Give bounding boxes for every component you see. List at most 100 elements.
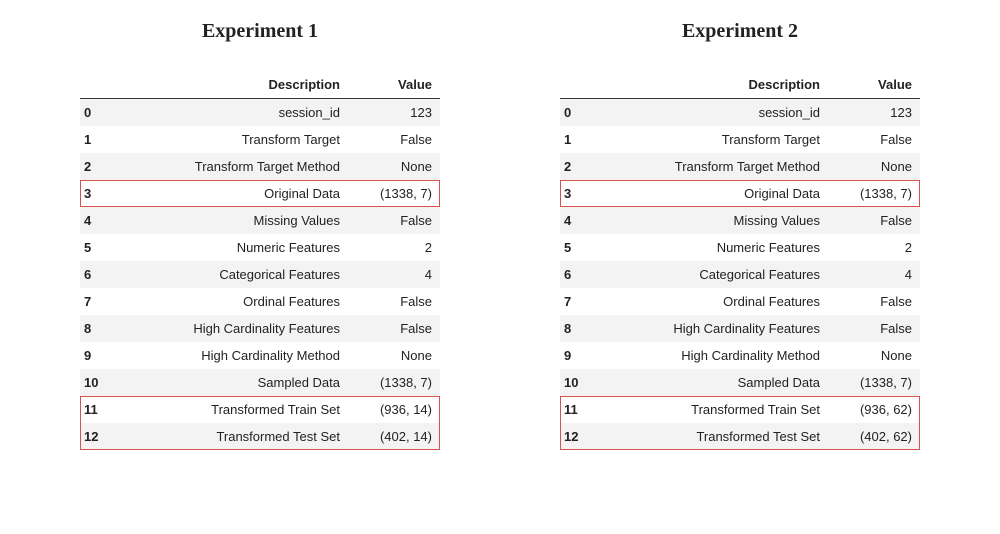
col-description: Description <box>608 71 828 99</box>
row-value: None <box>828 153 920 180</box>
table-row: 8High Cardinality FeaturesFalse <box>560 315 920 342</box>
row-index: 6 <box>80 261 128 288</box>
row-index: 3 <box>560 180 608 207</box>
row-description: Original Data <box>608 180 828 207</box>
row-index: 11 <box>560 396 608 423</box>
row-value: False <box>348 315 440 342</box>
row-value: None <box>348 153 440 180</box>
row-description: Original Data <box>128 180 348 207</box>
table-row: 3Original Data(1338, 7) <box>560 180 920 207</box>
experiment-2: Experiment 2 Description Value 0session_… <box>560 20 920 450</box>
row-index: 11 <box>80 396 128 423</box>
table-row: 1Transform TargetFalse <box>560 126 920 153</box>
table-row: 5Numeric Features2 <box>80 234 440 261</box>
row-description: Transform Target <box>608 126 828 153</box>
table-row: 9High Cardinality MethodNone <box>560 342 920 369</box>
row-value: 4 <box>828 261 920 288</box>
row-description: Numeric Features <box>128 234 348 261</box>
row-index: 1 <box>560 126 608 153</box>
table-row: 3Original Data(1338, 7) <box>80 180 440 207</box>
row-index: 7 <box>560 288 608 315</box>
row-description: Transform Target Method <box>608 153 828 180</box>
table-header-row: Description Value <box>560 71 920 99</box>
row-index: 5 <box>560 234 608 261</box>
col-value: Value <box>348 71 440 99</box>
experiment-1: Experiment 1 Description Value 0session_… <box>80 20 440 450</box>
row-description: Missing Values <box>128 207 348 234</box>
row-value: None <box>828 342 920 369</box>
row-index: 0 <box>560 99 608 127</box>
row-index: 9 <box>80 342 128 369</box>
row-index: 2 <box>80 153 128 180</box>
row-index: 2 <box>560 153 608 180</box>
table-row: 1Transform TargetFalse <box>80 126 440 153</box>
row-value: None <box>348 342 440 369</box>
col-index <box>80 71 128 99</box>
row-value: False <box>828 207 920 234</box>
experiment-2-table: Description Value 0session_id1231Transfo… <box>560 71 920 450</box>
col-description: Description <box>128 71 348 99</box>
row-value: 4 <box>348 261 440 288</box>
experiment-1-table: Description Value 0session_id1231Transfo… <box>80 71 440 450</box>
row-description: Numeric Features <box>608 234 828 261</box>
row-value: False <box>348 126 440 153</box>
experiment-2-table-wrap: Description Value 0session_id1231Transfo… <box>560 71 920 450</box>
table-row: 0session_id123 <box>80 99 440 127</box>
row-index: 12 <box>560 423 608 450</box>
table-row: 0session_id123 <box>560 99 920 127</box>
row-description: session_id <box>608 99 828 127</box>
row-value: 2 <box>828 234 920 261</box>
experiment-1-table-wrap: Description Value 0session_id1231Transfo… <box>80 71 440 450</box>
row-index: 4 <box>560 207 608 234</box>
row-value: (1338, 7) <box>828 180 920 207</box>
row-value: 123 <box>828 99 920 127</box>
row-index: 7 <box>80 288 128 315</box>
table-row: 6Categorical Features4 <box>80 261 440 288</box>
row-description: Transformed Train Set <box>608 396 828 423</box>
table-row: 12Transformed Test Set(402, 14) <box>80 423 440 450</box>
experiment-1-tbody: 0session_id1231Transform TargetFalse2Tra… <box>80 99 440 451</box>
row-index: 9 <box>560 342 608 369</box>
col-index <box>560 71 608 99</box>
row-index: 5 <box>80 234 128 261</box>
row-value: 2 <box>348 234 440 261</box>
row-index: 10 <box>80 369 128 396</box>
table-row: 7Ordinal FeaturesFalse <box>80 288 440 315</box>
row-index: 0 <box>80 99 128 127</box>
row-index: 12 <box>80 423 128 450</box>
row-description: Missing Values <box>608 207 828 234</box>
table-header-row: Description Value <box>80 71 440 99</box>
row-description: High Cardinality Features <box>608 315 828 342</box>
row-index: 1 <box>80 126 128 153</box>
row-index: 4 <box>80 207 128 234</box>
row-description: Sampled Data <box>608 369 828 396</box>
table-row: 4Missing ValuesFalse <box>560 207 920 234</box>
row-value: (402, 14) <box>348 423 440 450</box>
table-row: 2Transform Target MethodNone <box>80 153 440 180</box>
experiment-1-title: Experiment 1 <box>80 20 440 43</box>
row-description: Transform Target Method <box>128 153 348 180</box>
row-description: High Cardinality Method <box>128 342 348 369</box>
page: Experiment 1 Description Value 0session_… <box>0 0 1000 490</box>
table-row: 4Missing ValuesFalse <box>80 207 440 234</box>
col-value: Value <box>828 71 920 99</box>
table-row: 7Ordinal FeaturesFalse <box>560 288 920 315</box>
row-description: High Cardinality Method <box>608 342 828 369</box>
row-value: 123 <box>348 99 440 127</box>
row-value: (936, 14) <box>348 396 440 423</box>
row-description: Ordinal Features <box>608 288 828 315</box>
row-description: Categorical Features <box>128 261 348 288</box>
row-description: Transformed Test Set <box>608 423 828 450</box>
table-row: 11Transformed Train Set(936, 14) <box>80 396 440 423</box>
row-value: False <box>828 126 920 153</box>
row-description: session_id <box>128 99 348 127</box>
row-index: 10 <box>560 369 608 396</box>
row-value: (1338, 7) <box>348 369 440 396</box>
row-description: Transformed Train Set <box>128 396 348 423</box>
row-index: 8 <box>80 315 128 342</box>
row-description: High Cardinality Features <box>128 315 348 342</box>
experiment-2-title: Experiment 2 <box>560 20 920 43</box>
table-row: 5Numeric Features2 <box>560 234 920 261</box>
row-value: False <box>348 207 440 234</box>
table-row: 6Categorical Features4 <box>560 261 920 288</box>
